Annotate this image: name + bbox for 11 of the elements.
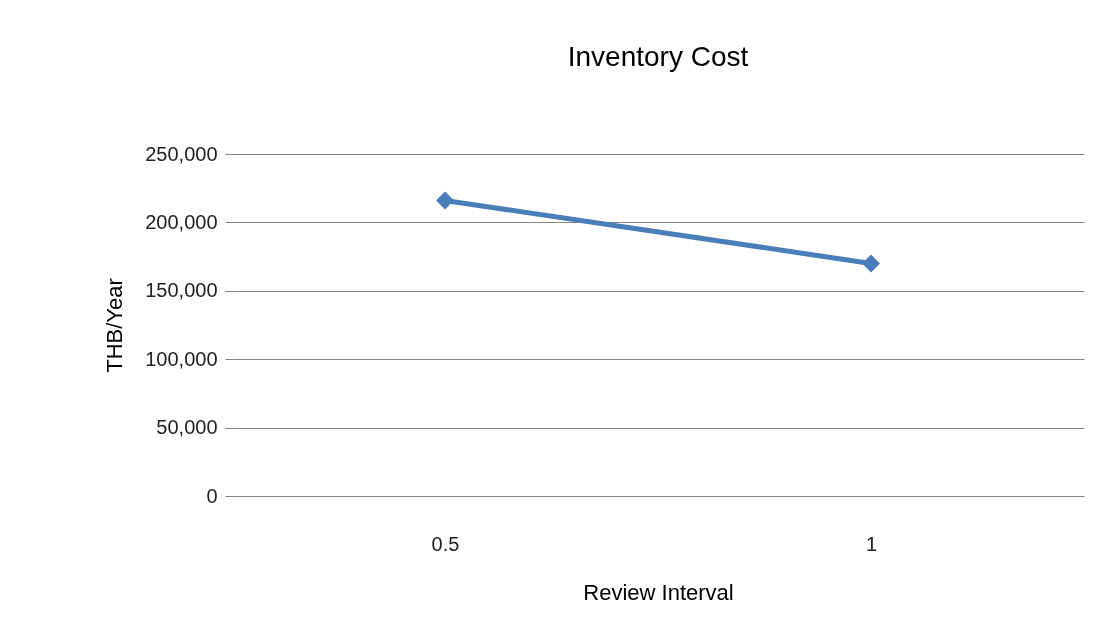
y-tick-label: 200,000 xyxy=(145,210,218,233)
y-tick-label: 50,000 xyxy=(156,416,218,439)
y-tick-label: 0 xyxy=(206,484,218,507)
y-tick-label: 100,000 xyxy=(145,347,218,370)
x-tick-label: 0.5 xyxy=(431,532,460,555)
y-axis-title: THB/Year xyxy=(102,278,128,373)
y-tick-label: 150,000 xyxy=(145,279,218,302)
chart-title: Inventory Cost xyxy=(567,41,749,72)
x-axis-title: Review Interval xyxy=(583,579,734,605)
x-tick-label: 1 xyxy=(865,532,878,555)
y-tick-label: 250,000 xyxy=(145,142,218,165)
